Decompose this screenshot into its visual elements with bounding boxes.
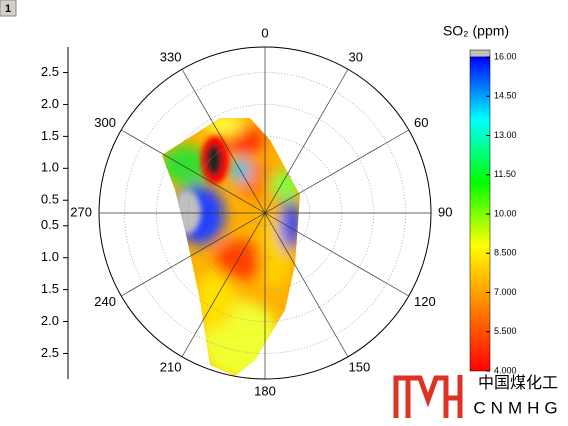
watermark-text: 中国煤化工 — [478, 374, 558, 392]
r-tick-label: 2.5 — [41, 64, 59, 79]
radial-line — [264, 212, 349, 357]
colorbar-tick-label: 13.00 — [494, 130, 517, 140]
contour — [162, 118, 300, 376]
colorbar-tick-label: 10.00 — [494, 208, 517, 218]
colorbar-tick-label: 4.000 — [494, 365, 517, 375]
angle-label: 60 — [414, 115, 428, 130]
angle-label: 150 — [349, 359, 371, 374]
angle-label: 120 — [414, 294, 436, 309]
radial-line — [181, 212, 266, 357]
radial-line — [121, 129, 266, 214]
r-tick-label: 1.5 — [41, 128, 59, 143]
radial-line — [264, 69, 349, 214]
watermark-logo — [393, 375, 463, 418]
colorbar-tick-label: 7.000 — [494, 287, 517, 297]
angle-label: 30 — [349, 49, 363, 64]
colorbar-title: SO₂ (ppm) — [443, 23, 509, 39]
radial-line — [181, 69, 266, 214]
page-label-box — [0, 0, 17, 17]
radial-line — [264, 129, 409, 214]
colorbar-tick-label: 5.500 — [494, 326, 517, 336]
r-tick-label: 1.0 — [41, 160, 59, 175]
angle-label: 300 — [94, 115, 116, 130]
angle-label: 0 — [261, 25, 268, 40]
angle-label: 270 — [70, 204, 92, 219]
colorbar-over — [469, 49, 491, 58]
angle-label: 240 — [94, 294, 116, 309]
polar-grid: 0 30 60 90 120 150 180 210 240 270 300 330 0.5 0.5 1.0… — [41, 25, 453, 398]
colorbar-tick-label: 8.500 — [494, 248, 517, 258]
r-tick-label: 1.0 — [41, 249, 59, 264]
angle-label: 210 — [160, 359, 182, 374]
colorbar: 16.00 14.50 13.00 11.50 10.00 8.500 7.000 5.500… — [469, 49, 517, 375]
colorbar-tick-label: 14.50 — [494, 91, 517, 101]
radial-line — [121, 212, 266, 297]
colorbar-tick-label: 16.00 — [494, 51, 517, 61]
r-tick-label: 2.0 — [41, 96, 59, 111]
r-tick-label: 0.5 — [41, 217, 59, 232]
page-label: 1 — [5, 3, 11, 15]
angle-label: 330 — [160, 49, 182, 64]
angle-label: 90 — [438, 204, 452, 219]
radial-line — [264, 212, 409, 297]
r-tick-label: 0.5 — [41, 192, 59, 207]
r-tick-label: 2.5 — [41, 345, 59, 360]
colorbar-tick-label: 11.50 — [494, 169, 516, 179]
watermark-latin: CNMHG — [473, 398, 562, 417]
r-tick-label: 1.5 — [41, 281, 59, 296]
r-tick-label: 2.0 — [41, 313, 59, 328]
angle-label: 180 — [254, 383, 276, 398]
